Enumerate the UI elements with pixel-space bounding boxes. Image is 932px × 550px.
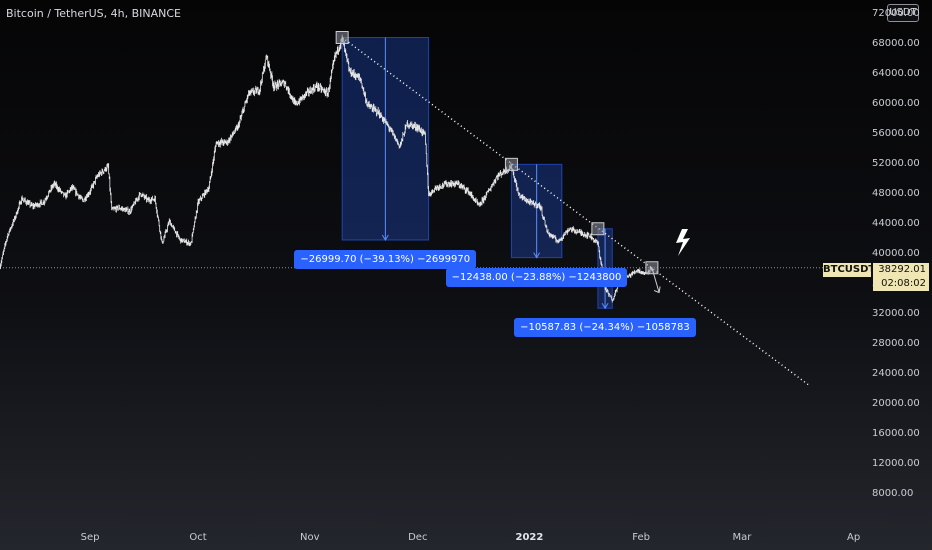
y-tick-label: 24000.00 [872, 368, 920, 379]
y-tick-label: 52000.00 [872, 158, 920, 169]
bar-countdown: 02:08:02 [881, 278, 926, 289]
measure-label-1[interactable]: −26999.70 (−39.13%) −2699970 [294, 250, 477, 269]
current-price: 38292.01 [878, 264, 926, 275]
x-tick-label: 2022 [515, 532, 544, 543]
symbol-tag: BTCUSDT [823, 263, 876, 277]
projection-line [651, 267, 660, 293]
x-tick-label: Nov [299, 532, 320, 543]
y-tick-label: 56000.00 [872, 128, 920, 139]
down-arrow-icon [653, 286, 661, 294]
measure-label-3[interactable]: −10587.83 (−24.34%) −1058783 [514, 318, 696, 338]
y-tick-label: 44000.00 [872, 218, 920, 229]
y-tick-label: 60000.00 [872, 98, 920, 109]
currency-button[interactable]: USDT [887, 4, 919, 22]
measure-arrowhead-1 [381, 234, 389, 241]
x-tick-label: Ap [846, 532, 861, 543]
y-tick-label: 72000.00 [872, 8, 920, 19]
y-tick-label: 28000.00 [872, 338, 920, 349]
touch-point-1[interactable] [335, 31, 349, 44]
measure-label-2[interactable]: −12438.00 (−23.88%) −1243800 [445, 267, 628, 287]
lightning-icon [676, 229, 690, 256]
y-tick-label: 40000.00 [872, 248, 920, 259]
y-tick-label: 16000.00 [872, 428, 920, 439]
x-tick-label: Feb [632, 532, 650, 543]
x-tick-label: Oct [189, 532, 207, 543]
y-tick-label: 8000.00 [872, 488, 914, 499]
y-tick-label: 64000.00 [872, 68, 920, 79]
touch-point-2[interactable] [504, 157, 518, 171]
touch-point-3[interactable] [591, 222, 605, 236]
chart-title: Bitcoin / TetherUS, 4h, BINANCE [6, 7, 182, 20]
measure-arrowhead-3 [601, 302, 609, 310]
measure-arrowhead-2 [533, 252, 541, 259]
price-tag: 38292.01 02:08:02 [873, 263, 929, 291]
y-tick-label: 48000.00 [872, 188, 920, 199]
x-tick-label: Mar [732, 532, 752, 543]
x-tick-label: Sep [80, 532, 100, 543]
y-tick-label: 68000.00 [872, 38, 920, 49]
y-tick-label: 20000.00 [872, 398, 920, 409]
y-tick-label: 32000.00 [872, 308, 920, 319]
x-tick-label: Dec [408, 532, 428, 543]
y-tick-label: 12000.00 [872, 458, 920, 469]
